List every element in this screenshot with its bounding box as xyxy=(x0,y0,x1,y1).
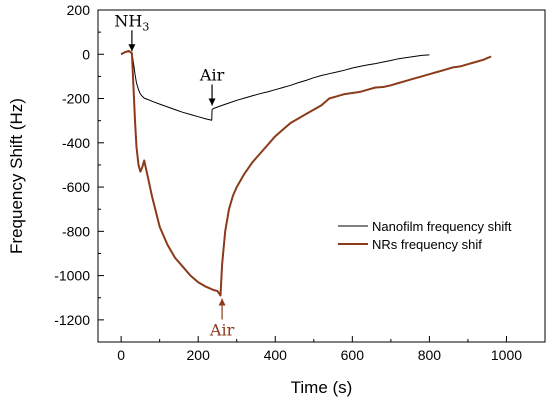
y-axis-title: Frequency Shift (Hz) xyxy=(7,98,26,254)
annotation-arrowhead xyxy=(218,298,226,306)
y-tick-label: -600 xyxy=(62,179,90,195)
x-tick-label: 400 xyxy=(264,347,288,363)
annotation-arrowhead xyxy=(208,98,216,106)
x-tick-label: 600 xyxy=(341,347,365,363)
annotation-label: Air xyxy=(209,321,235,340)
x-axis-ticks: 0 200 400 600 800 1000 xyxy=(117,336,546,363)
plot-frame xyxy=(97,9,546,343)
y-tick-label: -1000 xyxy=(54,268,90,284)
x-tick-label: 1000 xyxy=(491,347,522,363)
x-tick-label: 0 xyxy=(117,347,125,363)
series-layer xyxy=(120,49,492,297)
legend-label: Nanofilm frequency shift xyxy=(372,219,512,234)
series-line-nanofilm xyxy=(120,51,430,121)
y-tick-label: 200 xyxy=(67,2,91,18)
series-line-nrs xyxy=(120,49,492,297)
y-axis-ticks: 200 0 -200 -400 -600 -800 -1000 -1200 xyxy=(54,2,104,343)
x-tick-label: 200 xyxy=(187,347,211,363)
x-tick-label: 800 xyxy=(418,347,442,363)
x-axis-title: Time (s) xyxy=(291,378,353,397)
legend: Nanofilm frequency shift NRs frequency sh… xyxy=(338,219,512,252)
annotation-label: NH3 xyxy=(114,11,149,33)
y-tick-label: 0 xyxy=(82,46,90,62)
annotation-label: Air xyxy=(199,65,225,84)
y-tick-label: -200 xyxy=(62,91,90,107)
y-tick-label: -800 xyxy=(62,223,90,239)
y-tick-label: -400 xyxy=(62,135,90,151)
annotation-arrowhead xyxy=(128,44,136,52)
y-tick-label: -1200 xyxy=(54,312,90,328)
legend-label: NRs frequency shif xyxy=(372,237,482,252)
annotation-layer: NH3 Air Air xyxy=(114,11,234,339)
